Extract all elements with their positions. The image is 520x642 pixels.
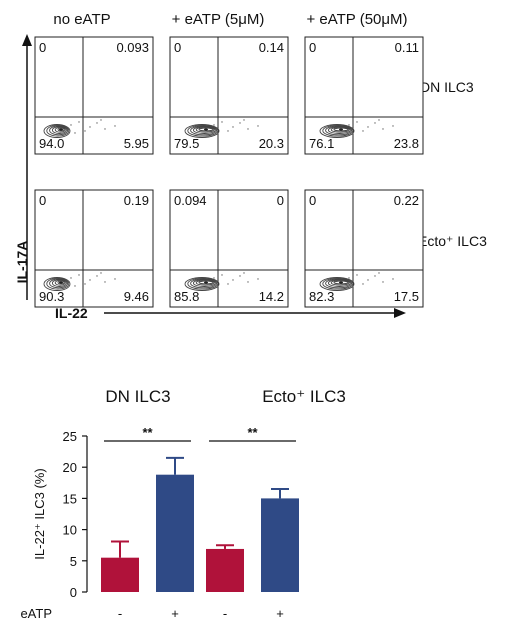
y-tick-label: 25	[63, 429, 77, 444]
contour-cluster	[184, 119, 259, 138]
contour-cluster	[184, 272, 259, 291]
y-tick-label: 10	[63, 523, 77, 538]
il22-axis-label: IL-22	[55, 305, 88, 321]
x-category-label-0: -	[118, 606, 122, 621]
quadrant-top-left-value: 0	[39, 193, 46, 208]
x-category-label-2: -	[223, 606, 227, 621]
quadrant-top-right-value: 0.22	[394, 193, 419, 208]
quadrant-top-left-value: 0	[174, 40, 181, 55]
flow-panel-1-0: 0 0.19 90.3 9.46	[34, 189, 154, 308]
quadrant-bottom-right-value: 9.46	[124, 289, 149, 304]
quadrant-top-right-value: 0	[277, 193, 284, 208]
bar-1	[156, 474, 194, 592]
quadrant-bottom-left-value: 76.1	[309, 136, 334, 151]
quadrant-bottom-right-value: 5.95	[124, 136, 149, 151]
quadrant-bottom-left-value: 94.0	[39, 136, 64, 151]
il22-axis	[104, 308, 406, 318]
column-title-2: + eATP (50μM)	[306, 11, 407, 28]
y-tick-label: 20	[63, 460, 77, 475]
quadrant-top-right-value: 0.11	[395, 40, 419, 55]
quadrant-top-left-value: 0.094	[174, 193, 207, 208]
quadrant-bottom-left-value: 79.5	[174, 136, 199, 151]
column-title-0: no eATP	[53, 11, 110, 28]
x-category-label-3: +	[276, 606, 284, 621]
flow-panel-0-1: 0 0.14 79.5 20.3	[169, 36, 289, 155]
flow-panel-frame	[304, 189, 424, 308]
bar-3	[261, 498, 299, 592]
quadrant-top-right-value: 0.093	[116, 40, 149, 55]
flow-panel-frame	[304, 36, 424, 155]
y-tick-label: 0	[70, 585, 77, 600]
bar-group-title-ecto: Ecto⁺ ILC3	[262, 387, 346, 406]
bar-2	[206, 548, 244, 592]
quadrant-bottom-right-value: 23.8	[394, 136, 419, 151]
flow-panels: 0 0.093 94.0 5.95 0 0.14 79.5 20.3 0 0.11 76.1 23.8…	[34, 36, 424, 308]
bar-group-title-dn: DN ILC3	[105, 387, 170, 406]
x-row-label: eATP	[20, 606, 52, 621]
quadrant-top-right-value: 0.19	[124, 193, 149, 208]
quadrant-bottom-right-value: 17.5	[394, 289, 419, 304]
quadrant-bottom-right-value: 20.3	[259, 136, 284, 151]
contour-cluster	[319, 272, 394, 291]
quadrant-top-left-value: 0	[309, 40, 316, 55]
il17a-axis-label: IL-17A	[14, 241, 30, 284]
quadrant-top-left-value: 0	[309, 193, 316, 208]
significance-label-1: **	[247, 425, 258, 440]
y-tick-label: 5	[70, 554, 77, 569]
contour-cluster	[43, 119, 116, 138]
flow-panel-1-2: 0 0.22 82.3 17.5	[304, 189, 424, 308]
x-category-label-1: +	[171, 606, 179, 621]
flow-panel-1-1: 0.094 0 85.8 14.2	[169, 189, 289, 308]
quadrant-bottom-right-value: 14.2	[259, 289, 284, 304]
bar-0	[101, 557, 139, 592]
row-label-dn: DN ILC3	[420, 79, 474, 95]
flow-panel-0-0: 0 0.093 94.0 5.95	[34, 36, 154, 155]
y-tick-label: 15	[63, 491, 77, 506]
flow-panel-frame	[169, 36, 289, 155]
il17a-axis	[22, 34, 32, 300]
row-label-ecto: Ecto⁺ ILC3	[418, 233, 487, 249]
quadrant-bottom-left-value: 85.8	[174, 289, 199, 304]
contour-cluster	[43, 272, 116, 291]
quadrant-top-left-value: 0	[39, 40, 46, 55]
quadrant-bottom-left-value: 82.3	[309, 289, 334, 304]
quadrant-top-right-value: 0.14	[259, 40, 284, 55]
flow-panel-frame	[169, 189, 289, 308]
flow-panel-0-2: 0 0.11 76.1 23.8	[304, 36, 424, 155]
bar-chart: 0 5 10 15 20 25 IL-22⁺ ILC3 (%) - + - + eATP ** **	[20, 425, 299, 621]
quadrant-bottom-left-value: 90.3	[39, 289, 64, 304]
column-title-1: + eATP (5μM)	[172, 11, 265, 28]
contour-cluster	[319, 119, 394, 138]
significance-label-0: **	[142, 425, 153, 440]
y-axis-label: IL-22⁺ ILC3 (%)	[32, 468, 47, 559]
